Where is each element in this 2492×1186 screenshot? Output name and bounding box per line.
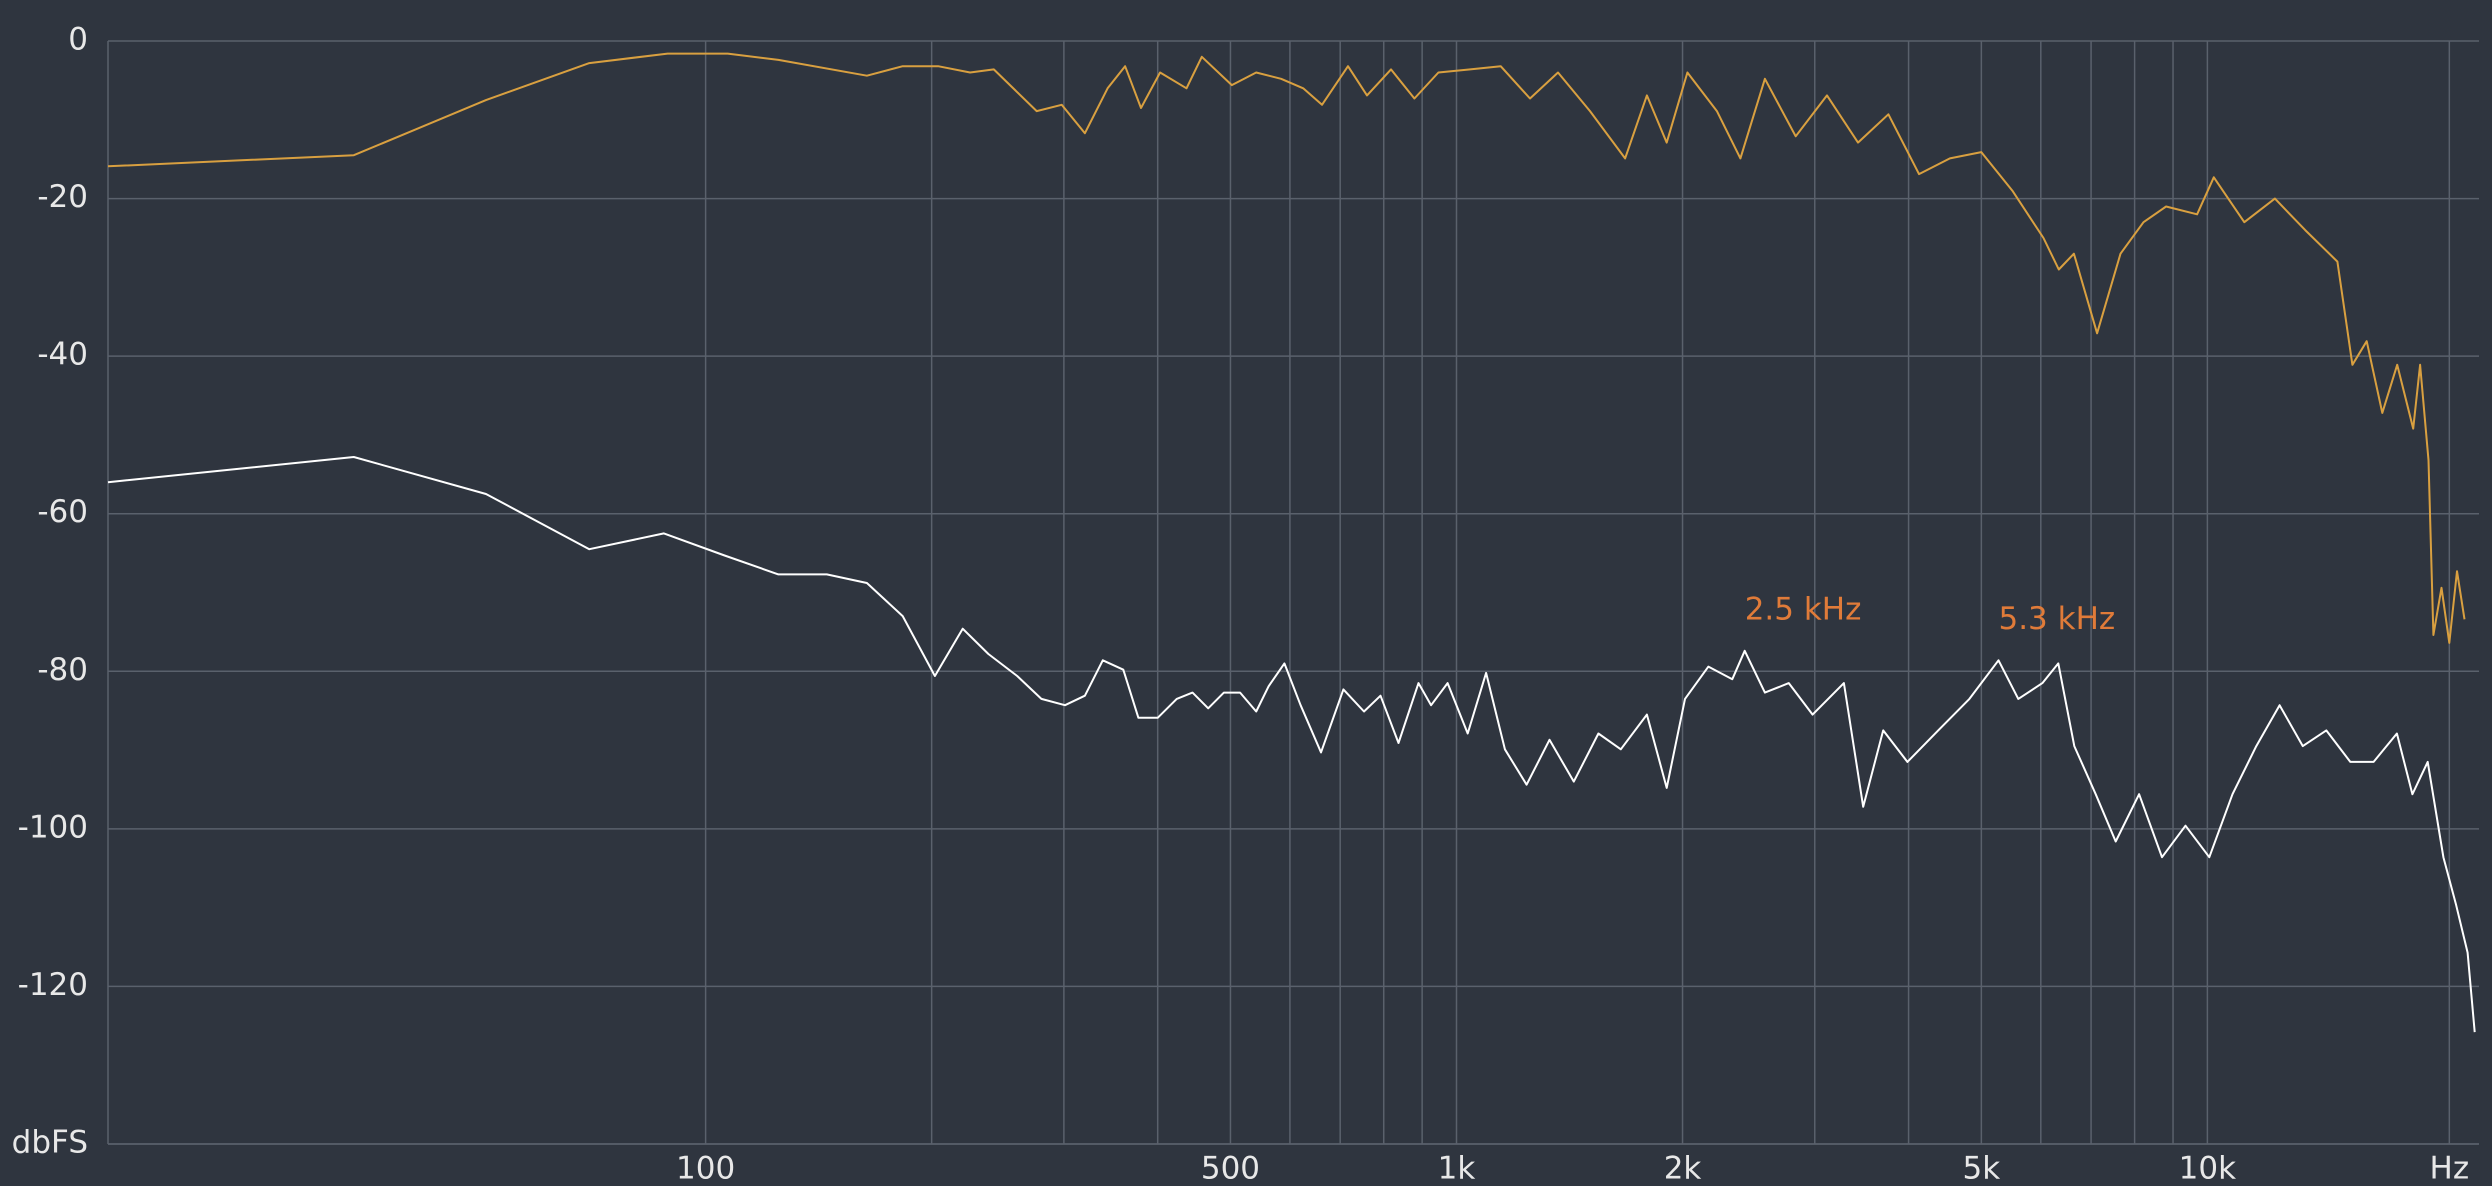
spectrum-line [107, 456, 2476, 1033]
x-tick-label: 1k [1438, 1151, 1476, 1186]
y-tick-label: -40 [37, 337, 88, 373]
y-tick-label: -120 [18, 967, 88, 1003]
y-tick-label: -20 [37, 179, 88, 215]
x-tick-label: Hz [2430, 1151, 2470, 1186]
x-tick-label: 100 [676, 1151, 735, 1186]
spectrum-line [107, 52, 2466, 644]
y-tick-label: dbFS [12, 1125, 88, 1161]
x-tick-label: 10k [2179, 1151, 2236, 1186]
x-tick-label: 500 [1201, 1151, 1260, 1186]
x-tick-label: 5k [1963, 1151, 2001, 1186]
y-tick-label: 0 [68, 22, 88, 58]
y-tick-label: -60 [37, 494, 88, 530]
x-tick-label: 2k [1664, 1151, 1702, 1186]
y-tick-label: -100 [18, 809, 88, 845]
peak-annotation: 5.3 kHz [1998, 601, 2115, 637]
y-tick-label: -80 [37, 652, 88, 688]
peak-annotation: 2.5 kHz [1745, 591, 1862, 627]
